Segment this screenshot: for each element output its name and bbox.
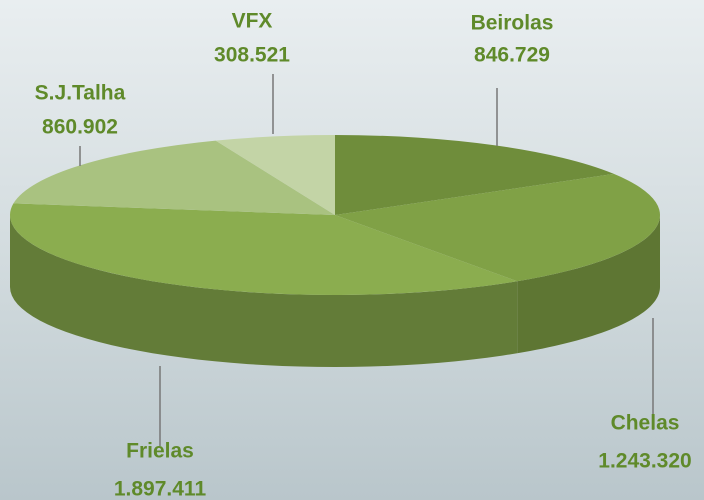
slice-label: Beirolas	[471, 12, 554, 35]
slice-value: 1.243.320	[598, 450, 691, 473]
pie-slice	[9, 203, 518, 296]
pie-slice	[13, 140, 335, 215]
slice-label: Chelas	[611, 412, 680, 435]
pie-slice	[335, 173, 661, 282]
slice-value: 1.897.411	[114, 478, 207, 500]
slice-value: 860.902	[42, 116, 118, 139]
slice-label: S.J.Talha	[35, 82, 126, 105]
slice-value: 846.729	[474, 44, 550, 67]
pie-side	[10, 215, 518, 367]
pie-side	[517, 215, 660, 354]
slice-label: VFX	[232, 10, 273, 33]
slice-label: Frielas	[126, 440, 194, 463]
pie-slice	[215, 135, 335, 215]
slice-value: 308.521	[214, 44, 290, 67]
pie-slice	[335, 135, 614, 215]
